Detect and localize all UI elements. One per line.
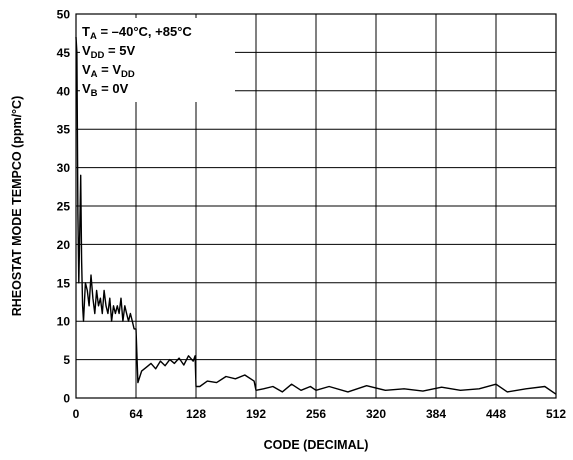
y-tick-label: 30 <box>57 161 71 175</box>
tick-labels: 0 64 128 192 256 320 384 448 512 0 5 10 15 20 25 30 35 40… <box>57 8 567 422</box>
y-tick-label: 40 <box>57 84 71 98</box>
y-tick-label: 50 <box>57 8 71 22</box>
y-tick-label: 20 <box>57 238 71 252</box>
y-tick-label: 10 <box>57 315 71 329</box>
y-tick-label: 5 <box>63 353 70 367</box>
legend-entry: VB = 0V <box>82 81 129 99</box>
x-tick-label: 320 <box>366 407 386 421</box>
legend-entry: VDD = 5V <box>82 43 135 61</box>
legend-background <box>80 18 235 102</box>
series-line <box>75 36 557 395</box>
y-tick-label: 0 <box>63 392 70 406</box>
grid-lines <box>76 14 556 398</box>
legend-entry: VA = VDD <box>82 62 135 80</box>
x-tick-label: 512 <box>546 407 566 421</box>
legend-entry: TA = –40°C, +85°C <box>82 24 192 42</box>
y-tick-label: 15 <box>57 276 71 290</box>
y-tick-label: 45 <box>57 46 71 60</box>
x-tick-label: 128 <box>186 407 206 421</box>
y-axis-label: RHEOSTAT MODE TEMPCO (ppm/°C) <box>10 96 24 317</box>
x-tick-label: 192 <box>246 407 266 421</box>
x-tick-label: 0 <box>73 407 80 421</box>
x-axis-label: CODE (DECIMAL) <box>264 438 369 452</box>
series-layer <box>75 36 557 395</box>
x-tick-label: 64 <box>129 407 143 421</box>
x-tick-label: 384 <box>426 407 446 421</box>
y-tick-label: 25 <box>57 200 71 214</box>
y-tick-label: 35 <box>57 123 71 137</box>
plot-frame <box>75 13 557 399</box>
x-tick-label: 256 <box>306 407 326 421</box>
x-tick-label: 448 <box>486 407 506 421</box>
